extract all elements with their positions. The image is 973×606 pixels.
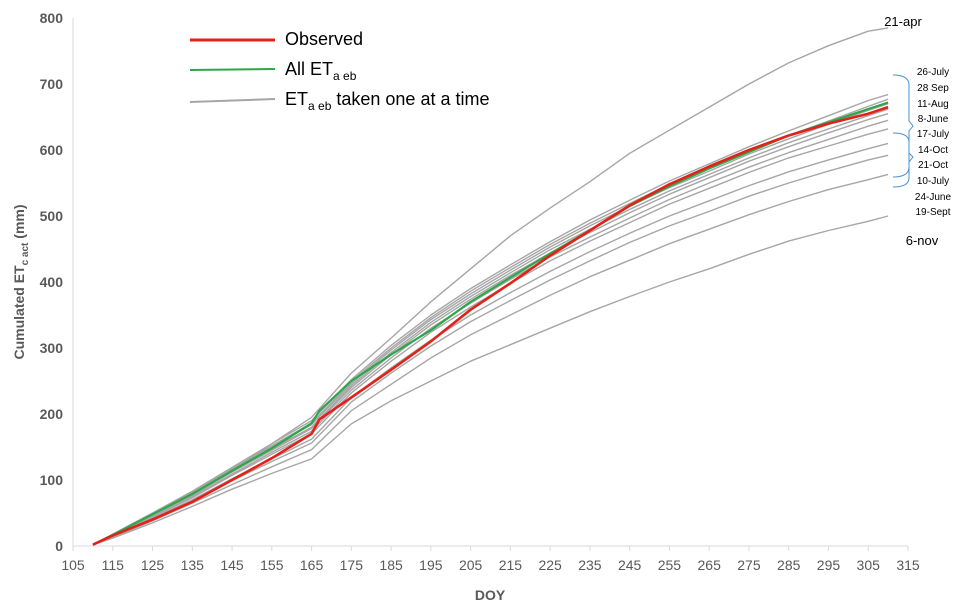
y-tick-label: 0 [55, 538, 63, 554]
x-tick-label: 165 [300, 557, 324, 573]
x-tick-label: 155 [260, 557, 284, 573]
x-tick-label: 215 [499, 557, 523, 573]
y-tick-label: 500 [40, 208, 64, 224]
x-tick-label: 315 [896, 557, 920, 573]
x-tick-label: 135 [181, 557, 205, 573]
series-line-red-13 [92, 105, 889, 546]
legend-line-all [189, 68, 276, 71]
x-tick-label: 115 [102, 557, 125, 573]
series-line-gray-4 [92, 142, 889, 546]
end-label: 6-nov [906, 233, 939, 248]
y-tick-label: 600 [40, 142, 64, 158]
y-tick-label: 300 [40, 340, 64, 356]
end-labels: 21-apr 26-July 28 Sep 11-Aug 8-June 17-July 14… [884, 14, 951, 248]
end-label: 14-Oct [918, 145, 948, 156]
end-label: 10-July [917, 176, 949, 187]
end-label: 28 Sep [917, 83, 949, 94]
end-label: 19-Sept [915, 207, 950, 218]
x-tick-label: 145 [220, 557, 244, 573]
end-label: 21-apr [884, 14, 922, 29]
y-tick-label: 100 [40, 472, 64, 488]
series-line-gray-6 [92, 119, 889, 546]
x-tick-label: 105 [61, 557, 85, 573]
y-axis: 0 100 200 300 400 500 600 700 800 [40, 10, 74, 554]
series-line-gray-0 [92, 27, 889, 546]
legend: Observed All ETa eb ETa eb taken one at … [189, 29, 489, 113]
x-tick-label: 185 [379, 557, 403, 573]
legend-label-single: ETa eb taken one at a time [285, 89, 489, 113]
legend-label-observed: Observed [285, 29, 363, 49]
x-tick-label: 275 [737, 557, 761, 573]
end-label: 11-Aug [917, 99, 949, 110]
x-tick-label: 245 [618, 557, 642, 573]
series-line-gray-2 [92, 173, 889, 546]
x-axis-label: DOY [475, 587, 506, 603]
x-axis: 105 115 125 135 145 155 165 175 185 195 205 215 225 2… [61, 545, 920, 573]
series-line-gray-11 [92, 93, 889, 546]
x-tick-label: 305 [857, 557, 881, 573]
x-tick-label: 255 [658, 557, 682, 573]
series-line-gray-10 [92, 98, 889, 546]
x-tick-label: 125 [141, 557, 165, 573]
group-brackets [892, 74, 914, 188]
x-tick-label: 175 [340, 557, 364, 573]
x-tick-label: 295 [817, 557, 841, 573]
y-tick-label: 200 [40, 406, 64, 422]
y-axis-label: Cumulated ETc act (mm) [11, 204, 31, 359]
bracket-upper [892, 74, 914, 178]
end-label: 8-June [918, 114, 949, 125]
bracket-lower [892, 132, 914, 188]
legend-label-all: All ETa eb [285, 59, 357, 83]
x-tick-label: 225 [538, 557, 562, 573]
y-tick-label: 700 [40, 76, 64, 92]
y-tick-label: 800 [40, 10, 64, 26]
legend-line-single [189, 98, 276, 103]
series-line-gray-1 [92, 215, 889, 546]
x-tick-label: 265 [698, 557, 722, 573]
x-tick-label: 195 [419, 557, 443, 573]
end-label: 24-June [915, 192, 952, 203]
x-tick-label: 205 [459, 557, 483, 573]
series-layer [92, 27, 889, 546]
end-label: 17-July [917, 129, 949, 140]
series-line-green-12 [92, 101, 889, 546]
x-tick-label: 235 [578, 557, 602, 573]
end-label: 21-Oct [918, 160, 948, 171]
x-tick-label: 285 [777, 557, 801, 573]
end-label: 26-July [917, 67, 949, 78]
y-tick-label: 400 [40, 274, 64, 290]
